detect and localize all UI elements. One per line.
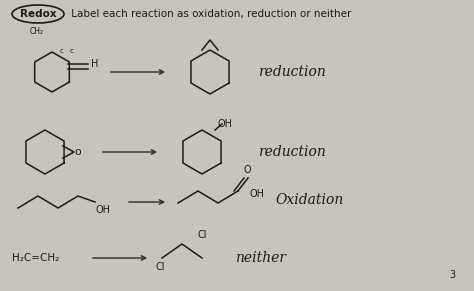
Text: OH: OH	[96, 205, 111, 215]
Text: CH₂: CH₂	[30, 28, 44, 36]
Text: Label each reaction as oxidation, reduction or neither: Label each reaction as oxidation, reduct…	[68, 9, 351, 19]
Text: OH: OH	[250, 189, 265, 199]
Text: Oxidation: Oxidation	[275, 193, 343, 207]
Text: c: c	[70, 48, 74, 54]
Text: reduction: reduction	[258, 145, 326, 159]
Text: reduction: reduction	[258, 65, 326, 79]
Text: Cl: Cl	[155, 262, 165, 272]
Text: neither: neither	[235, 251, 286, 265]
Text: c: c	[60, 48, 64, 54]
Text: H₂C=CH₂: H₂C=CH₂	[12, 253, 59, 263]
Text: OH: OH	[218, 119, 233, 129]
Text: O: O	[243, 165, 251, 175]
Text: Redox: Redox	[20, 9, 56, 19]
Text: H: H	[91, 59, 99, 69]
Text: o: o	[74, 147, 81, 157]
Text: Cl: Cl	[197, 230, 207, 240]
Text: 3: 3	[449, 270, 455, 280]
